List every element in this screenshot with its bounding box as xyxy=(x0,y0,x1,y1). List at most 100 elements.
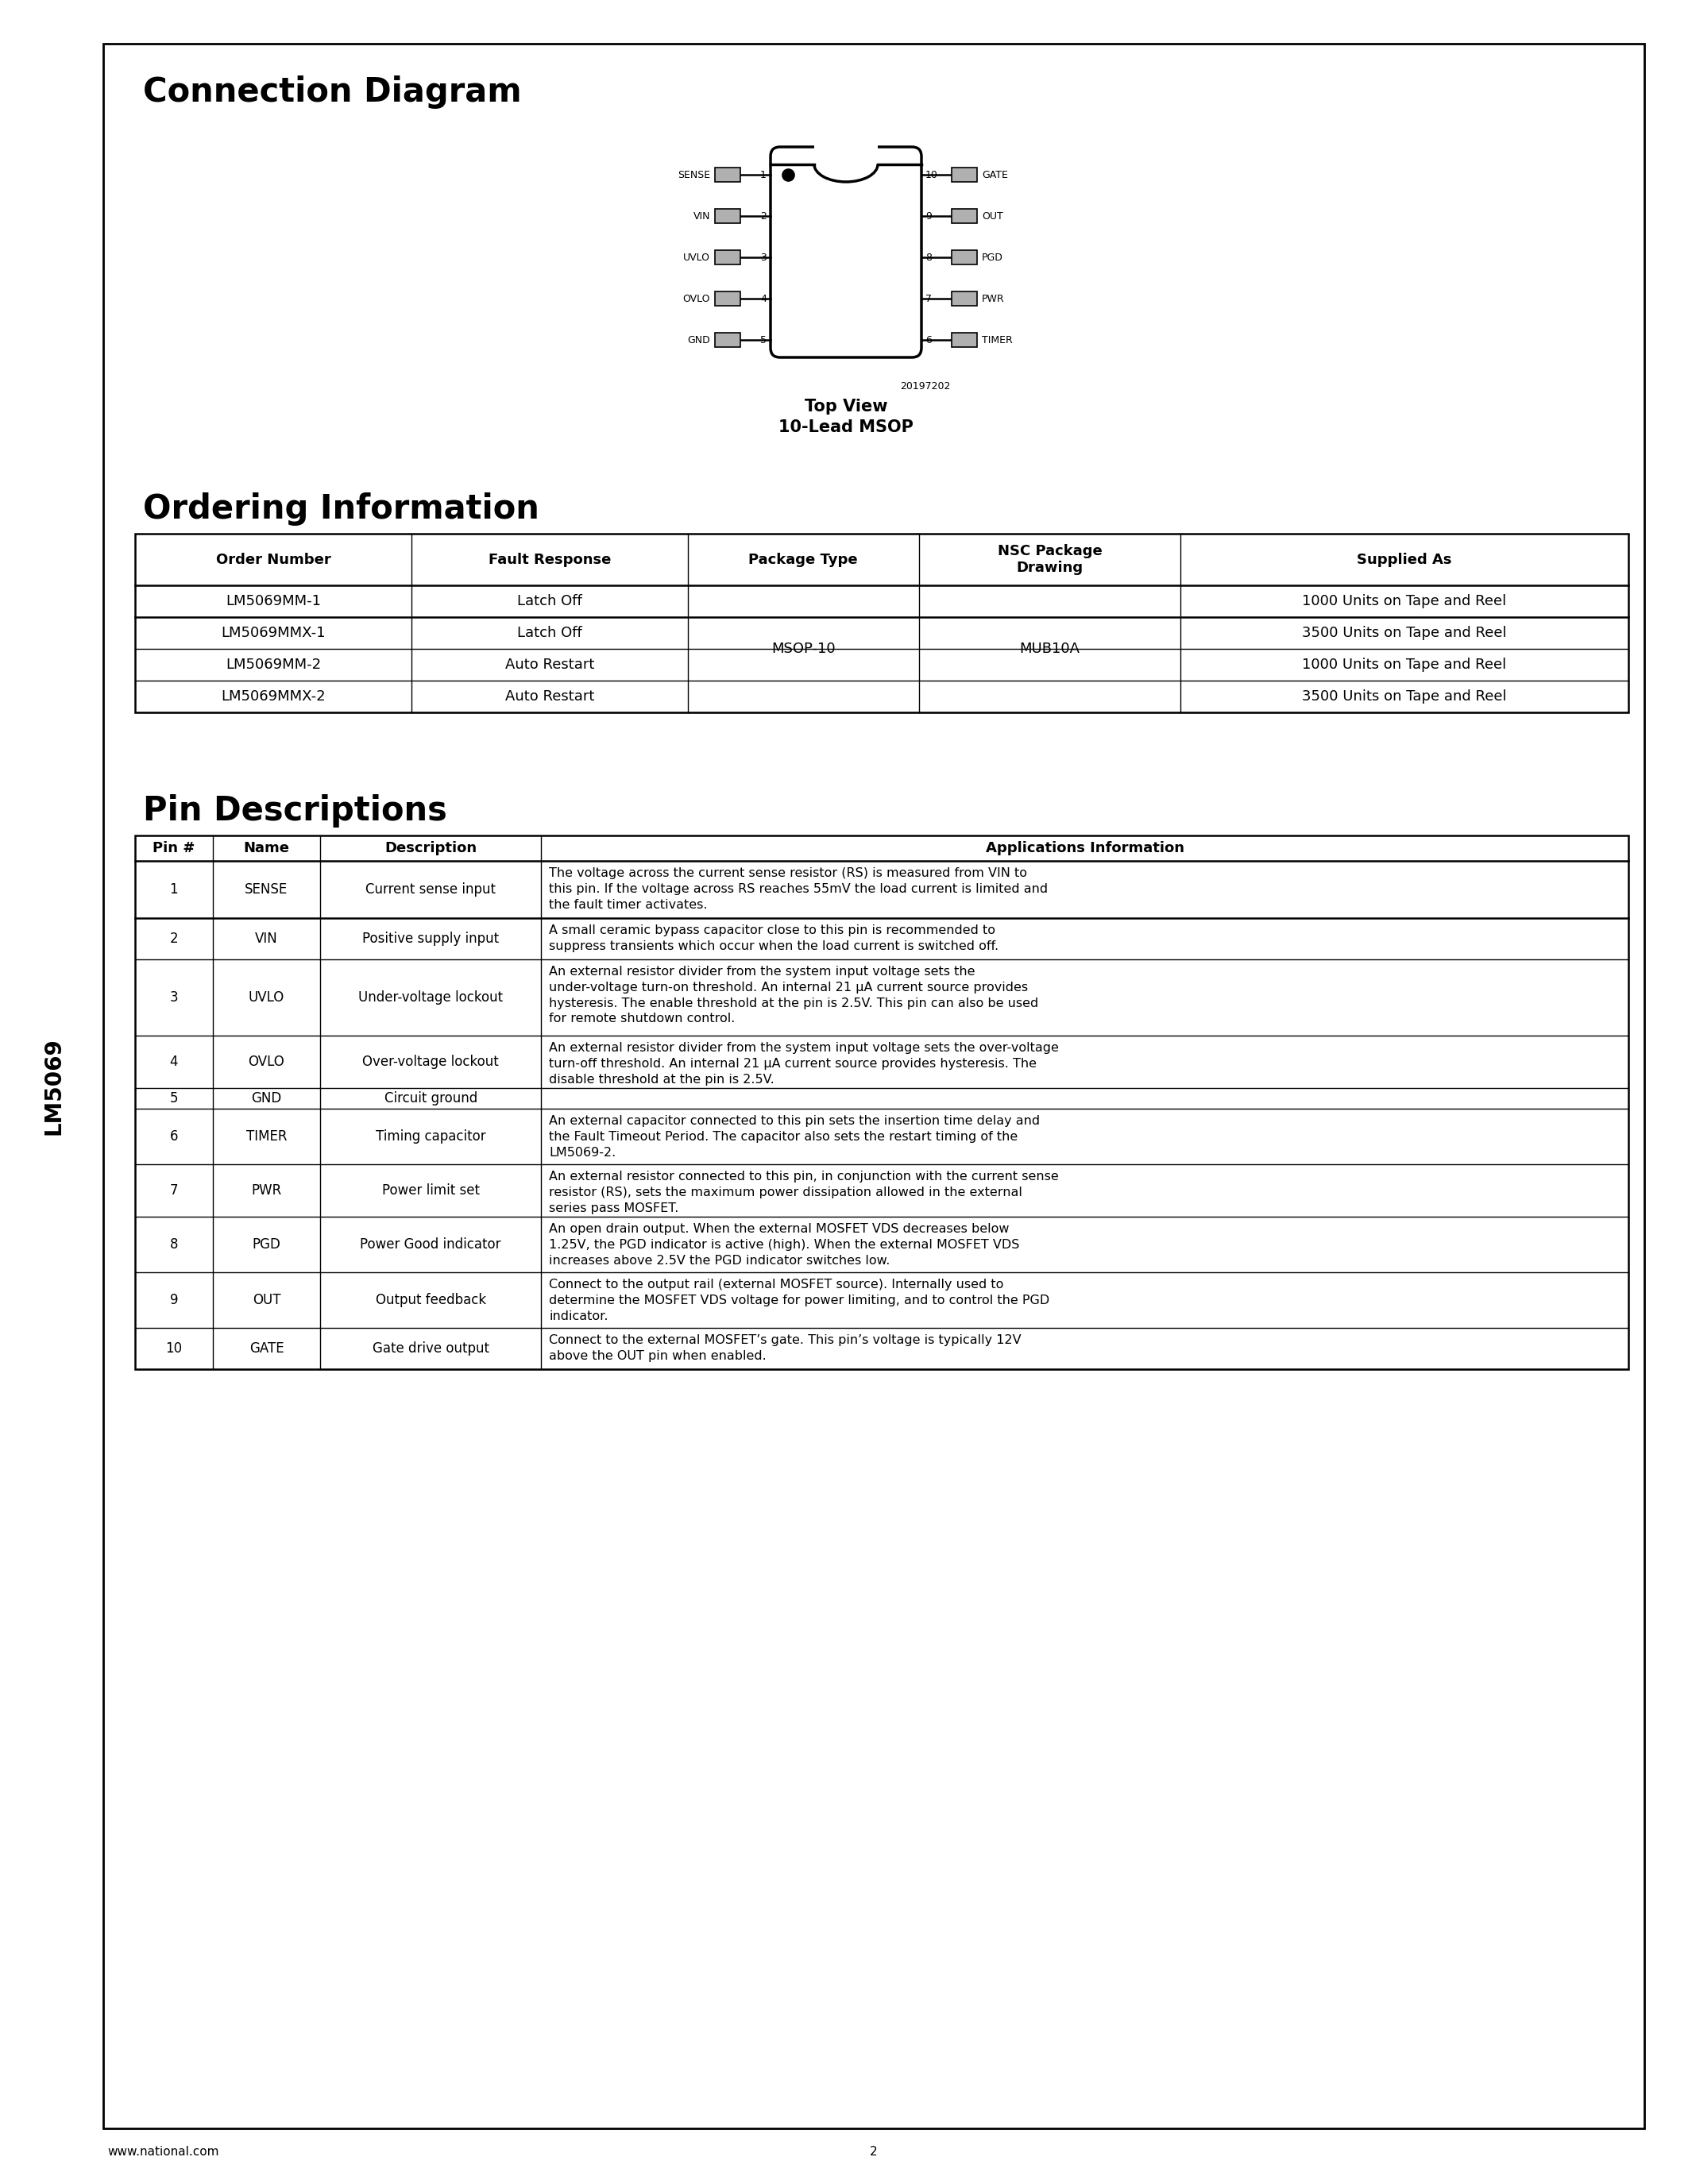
Text: OVLO: OVLO xyxy=(682,293,711,304)
Text: OVLO: OVLO xyxy=(248,1055,285,1068)
Text: 10: 10 xyxy=(925,170,939,179)
Text: 1: 1 xyxy=(170,882,179,898)
Bar xyxy=(716,168,741,181)
Text: 3500 Units on Tape and Reel: 3500 Units on Tape and Reel xyxy=(1301,627,1507,640)
Text: Order Number: Order Number xyxy=(216,553,331,566)
Text: Fault Response: Fault Response xyxy=(488,553,611,566)
Text: An external capacitor connected to this pin sets the insertion time delay and
th: An external capacitor connected to this … xyxy=(549,1116,1040,1158)
Text: SENSE: SENSE xyxy=(677,170,711,179)
Text: 20197202: 20197202 xyxy=(900,382,950,391)
Text: 2: 2 xyxy=(869,2147,878,2158)
Text: SENSE: SENSE xyxy=(245,882,289,898)
Text: MUB10A: MUB10A xyxy=(1020,642,1080,655)
Text: 1: 1 xyxy=(760,170,766,179)
Text: 4: 4 xyxy=(170,1055,177,1068)
Text: LM5069MMX-1: LM5069MMX-1 xyxy=(221,627,326,640)
Text: 10: 10 xyxy=(165,1341,182,1356)
Text: Current sense input: Current sense input xyxy=(366,882,496,898)
Text: 4: 4 xyxy=(760,293,766,304)
Text: Under-voltage lockout: Under-voltage lockout xyxy=(358,989,503,1005)
Text: Power Good indicator: Power Good indicator xyxy=(360,1238,501,1251)
Text: OUT: OUT xyxy=(253,1293,280,1308)
Text: 6: 6 xyxy=(170,1129,177,1144)
Bar xyxy=(952,332,977,347)
Text: Over-voltage lockout: Over-voltage lockout xyxy=(363,1055,500,1068)
Text: 6: 6 xyxy=(925,334,932,345)
Text: UVLO: UVLO xyxy=(684,251,711,262)
Text: LM5069MM-2: LM5069MM-2 xyxy=(226,657,321,673)
Text: 3: 3 xyxy=(760,251,766,262)
Bar xyxy=(952,251,977,264)
Text: 3: 3 xyxy=(170,989,179,1005)
Text: 9: 9 xyxy=(925,212,932,221)
Text: Positive supply input: Positive supply input xyxy=(363,933,500,946)
Text: Pin #: Pin # xyxy=(152,841,196,856)
Text: Gate drive output: Gate drive output xyxy=(373,1341,490,1356)
Text: Latch Off: Latch Off xyxy=(517,594,582,609)
Text: GATE: GATE xyxy=(982,170,1008,179)
Text: Pin Descriptions: Pin Descriptions xyxy=(143,795,447,828)
Text: An external resistor connected to this pin, in conjunction with the current sens: An external resistor connected to this p… xyxy=(549,1171,1058,1214)
Bar xyxy=(952,168,977,181)
Text: A small ceramic bypass capacitor close to this pin is recommended to
suppress tr: A small ceramic bypass capacitor close t… xyxy=(549,924,999,952)
Text: Package Type: Package Type xyxy=(749,553,858,566)
Text: Auto Restart: Auto Restart xyxy=(505,657,594,673)
Text: UVLO: UVLO xyxy=(248,989,285,1005)
Text: TIMER: TIMER xyxy=(982,334,1013,345)
Bar xyxy=(135,836,1629,1369)
Text: GATE: GATE xyxy=(250,1341,284,1356)
Text: Top View: Top View xyxy=(805,400,888,415)
Bar xyxy=(135,533,1629,712)
Text: The voltage across the current sense resistor (RS) is measured from VIN to
this : The voltage across the current sense res… xyxy=(549,867,1048,911)
Text: Name: Name xyxy=(243,841,290,856)
Text: PGD: PGD xyxy=(982,251,1003,262)
Text: 2: 2 xyxy=(760,212,766,221)
Text: PGD: PGD xyxy=(252,1238,280,1251)
Text: www.national.com: www.national.com xyxy=(108,2147,219,2158)
Bar xyxy=(716,210,741,223)
Text: PWR: PWR xyxy=(982,293,1004,304)
Text: Ordering Information: Ordering Information xyxy=(143,491,538,526)
Text: 7: 7 xyxy=(925,293,932,304)
Text: GND: GND xyxy=(687,334,711,345)
Text: Connect to the external MOSFET’s gate. This pin’s voltage is typically 12V
above: Connect to the external MOSFET’s gate. T… xyxy=(549,1334,1021,1363)
Text: 8: 8 xyxy=(170,1238,177,1251)
Text: PWR: PWR xyxy=(252,1184,282,1197)
Text: Timing capacitor: Timing capacitor xyxy=(376,1129,486,1144)
Bar xyxy=(716,251,741,264)
Text: Power limit set: Power limit set xyxy=(381,1184,479,1197)
Bar xyxy=(952,210,977,223)
Text: 3500 Units on Tape and Reel: 3500 Units on Tape and Reel xyxy=(1301,690,1507,703)
Text: TIMER: TIMER xyxy=(246,1129,287,1144)
Text: 10-Lead MSOP: 10-Lead MSOP xyxy=(778,419,913,435)
Bar xyxy=(952,290,977,306)
Text: An open drain output. When the external MOSFET VDS decreases below
1.25V, the PG: An open drain output. When the external … xyxy=(549,1223,1020,1267)
Bar xyxy=(716,332,741,347)
Text: Description: Description xyxy=(385,841,476,856)
Text: 1000 Units on Tape and Reel: 1000 Units on Tape and Reel xyxy=(1301,594,1507,609)
Text: Applications Information: Applications Information xyxy=(986,841,1183,856)
Text: Supplied As: Supplied As xyxy=(1357,553,1452,566)
FancyBboxPatch shape xyxy=(770,146,922,358)
Text: 7: 7 xyxy=(170,1184,177,1197)
Text: An external resistor divider from the system input voltage sets the
under-voltag: An external resistor divider from the sy… xyxy=(549,965,1038,1024)
Text: 2: 2 xyxy=(170,933,179,946)
Text: 9: 9 xyxy=(170,1293,177,1308)
Text: LM5069MMX-2: LM5069MMX-2 xyxy=(221,690,326,703)
Text: 5: 5 xyxy=(170,1092,177,1105)
Text: GND: GND xyxy=(252,1092,282,1105)
Text: 8: 8 xyxy=(925,251,932,262)
Text: LM5069MM-1: LM5069MM-1 xyxy=(226,594,321,609)
Text: 1000 Units on Tape and Reel: 1000 Units on Tape and Reel xyxy=(1301,657,1507,673)
Text: Auto Restart: Auto Restart xyxy=(505,690,594,703)
Text: MSOP-10: MSOP-10 xyxy=(771,642,836,655)
Text: LM5069: LM5069 xyxy=(42,1037,66,1136)
Text: VIN: VIN xyxy=(694,212,711,221)
Text: Output feedback: Output feedback xyxy=(375,1293,486,1308)
Text: NSC Package
Drawing: NSC Package Drawing xyxy=(998,544,1102,574)
Text: An external resistor divider from the system input voltage sets the over-voltage: An external resistor divider from the sy… xyxy=(549,1042,1058,1085)
Bar xyxy=(716,290,741,306)
Bar xyxy=(814,146,878,166)
Text: Circuit ground: Circuit ground xyxy=(385,1092,478,1105)
Text: Connection Diagram: Connection Diagram xyxy=(143,76,522,109)
